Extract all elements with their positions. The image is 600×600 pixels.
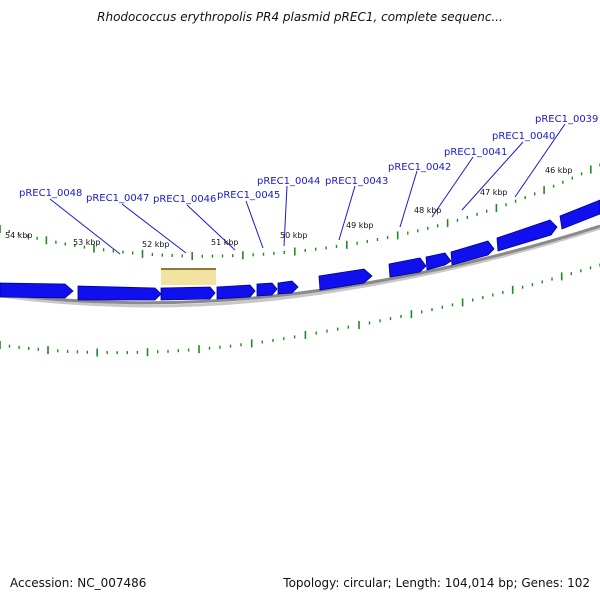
kbp-label: 52 kbp [142,240,170,249]
gene-track [0,199,600,301]
gene-label[interactable]: pREC1_0045 [217,190,280,201]
gene-label[interactable]: pREC1_0041 [444,147,507,158]
gene-labels: pREC1_0048 pREC1_0047 pREC1_0046 pREC1_0… [19,114,598,205]
gene-arrow[interactable] [160,286,216,301]
kbp-label: 50 kbp [280,231,308,240]
map-title: Rhodococcus erythropolis PR4 plasmid pRE… [97,10,503,24]
gene-arrow[interactable] [0,282,74,299]
gene-arrow[interactable] [496,219,558,252]
kbp-label: 48 kbp [414,206,442,215]
kbp-tick-ring-inner [0,263,600,357]
kbp-label: 47 kbp [480,188,508,197]
gene-label[interactable]: pREC1_0046 [153,194,216,205]
gene-label[interactable]: pREC1_0048 [19,188,82,199]
leader-line [514,123,566,198]
kbp-label: 53 kbp [73,238,101,247]
gene-arrow[interactable] [559,199,600,230]
gene-arrow[interactable] [77,285,162,301]
accession-label: Accession: NC_007486 [10,576,147,590]
gene-arrow[interactable] [388,257,427,278]
leader-line [245,200,264,249]
leader-line [49,198,121,255]
gene-label[interactable]: pREC1_0043 [325,176,388,187]
selected-gene-highlight [161,268,216,285]
gene-label-leaders [49,123,566,255]
gene-label[interactable]: pREC1_0047 [86,193,149,204]
gene-arrow[interactable] [256,282,278,297]
leader-line [186,204,236,251]
kbp-label: 54 kbp [5,231,33,240]
kbp-label: 51 kbp [211,238,239,247]
gene-arrow[interactable] [277,280,299,295]
kbp-label: 46 kbp [545,166,573,175]
gene-label[interactable]: pREC1_0044 [257,176,320,187]
gene-arrow[interactable] [425,252,452,271]
sequence-summary: Topology: circular; Length: 104,014 bp; … [283,576,590,590]
backbone-shadow [0,226,600,308]
gene-label[interactable]: pREC1_0040 [492,131,555,142]
leader-line [121,203,187,254]
kbp-tick-ring-outer [0,163,600,261]
gene-label[interactable]: pREC1_0042 [388,162,451,173]
leader-line [431,156,474,218]
gene-arrow[interactable] [450,240,495,266]
gene-arrow[interactable] [216,284,256,300]
leader-line [338,185,356,241]
gene-arrow[interactable] [318,268,373,291]
leader-line [399,170,418,228]
kbp-labels: 54 kbp 53 kbp 52 kbp 51 kbp 50 kbp 49 kb… [5,166,573,249]
kbp-label: 49 kbp [346,221,374,230]
sequence-backbone [0,224,600,305]
leader-line [461,141,524,211]
leader-line [283,185,288,247]
gene-label[interactable]: pREC1_0039 [535,114,598,125]
